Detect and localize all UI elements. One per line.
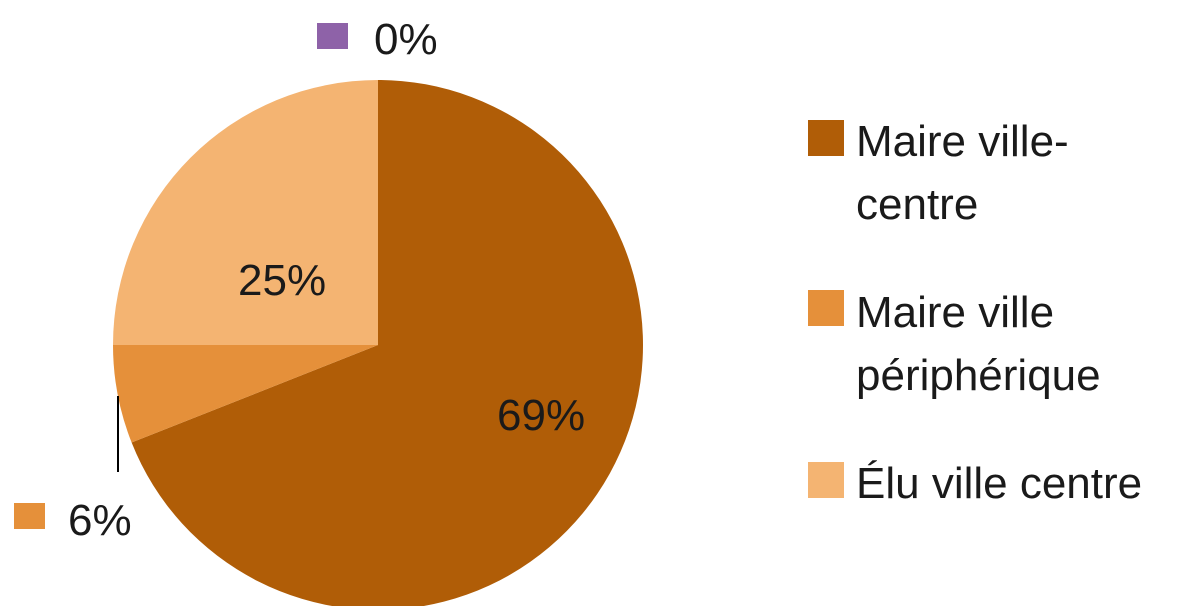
legend-label-elu-ville-centre: Élu ville centre xyxy=(856,459,1142,508)
legend-swatch-maire-ville-centre xyxy=(808,120,844,156)
legend-label-maire-ville-peripherique-line1: Maire ville xyxy=(856,288,1054,337)
legend-label-maire-ville-centre-line1: Maire ville- xyxy=(856,117,1069,166)
legend-label-maire-ville-peripherique-line2: périphérique xyxy=(856,351,1101,400)
slice-label-0pct: 0% xyxy=(374,15,438,64)
slice-label-6pct: 6% xyxy=(68,496,132,545)
legend-label-maire-ville-centre-line2: centre xyxy=(856,180,978,229)
label-swatch-6pct xyxy=(14,503,45,529)
slice-label-69pct: 69% xyxy=(497,391,585,440)
legend-swatch-elu-ville-centre xyxy=(808,462,844,498)
label-swatch-0pct xyxy=(317,23,348,49)
pie-slice-25pct xyxy=(113,80,378,345)
pie-slices xyxy=(113,80,643,606)
legend-swatch-maire-ville-peripherique xyxy=(808,290,844,326)
slice-label-25pct: 25% xyxy=(238,256,326,305)
legend: Maire ville- centre Maire ville périphér… xyxy=(808,117,1142,508)
pie-slice-6pct xyxy=(113,345,378,443)
pie-slice-69pct xyxy=(131,80,643,606)
